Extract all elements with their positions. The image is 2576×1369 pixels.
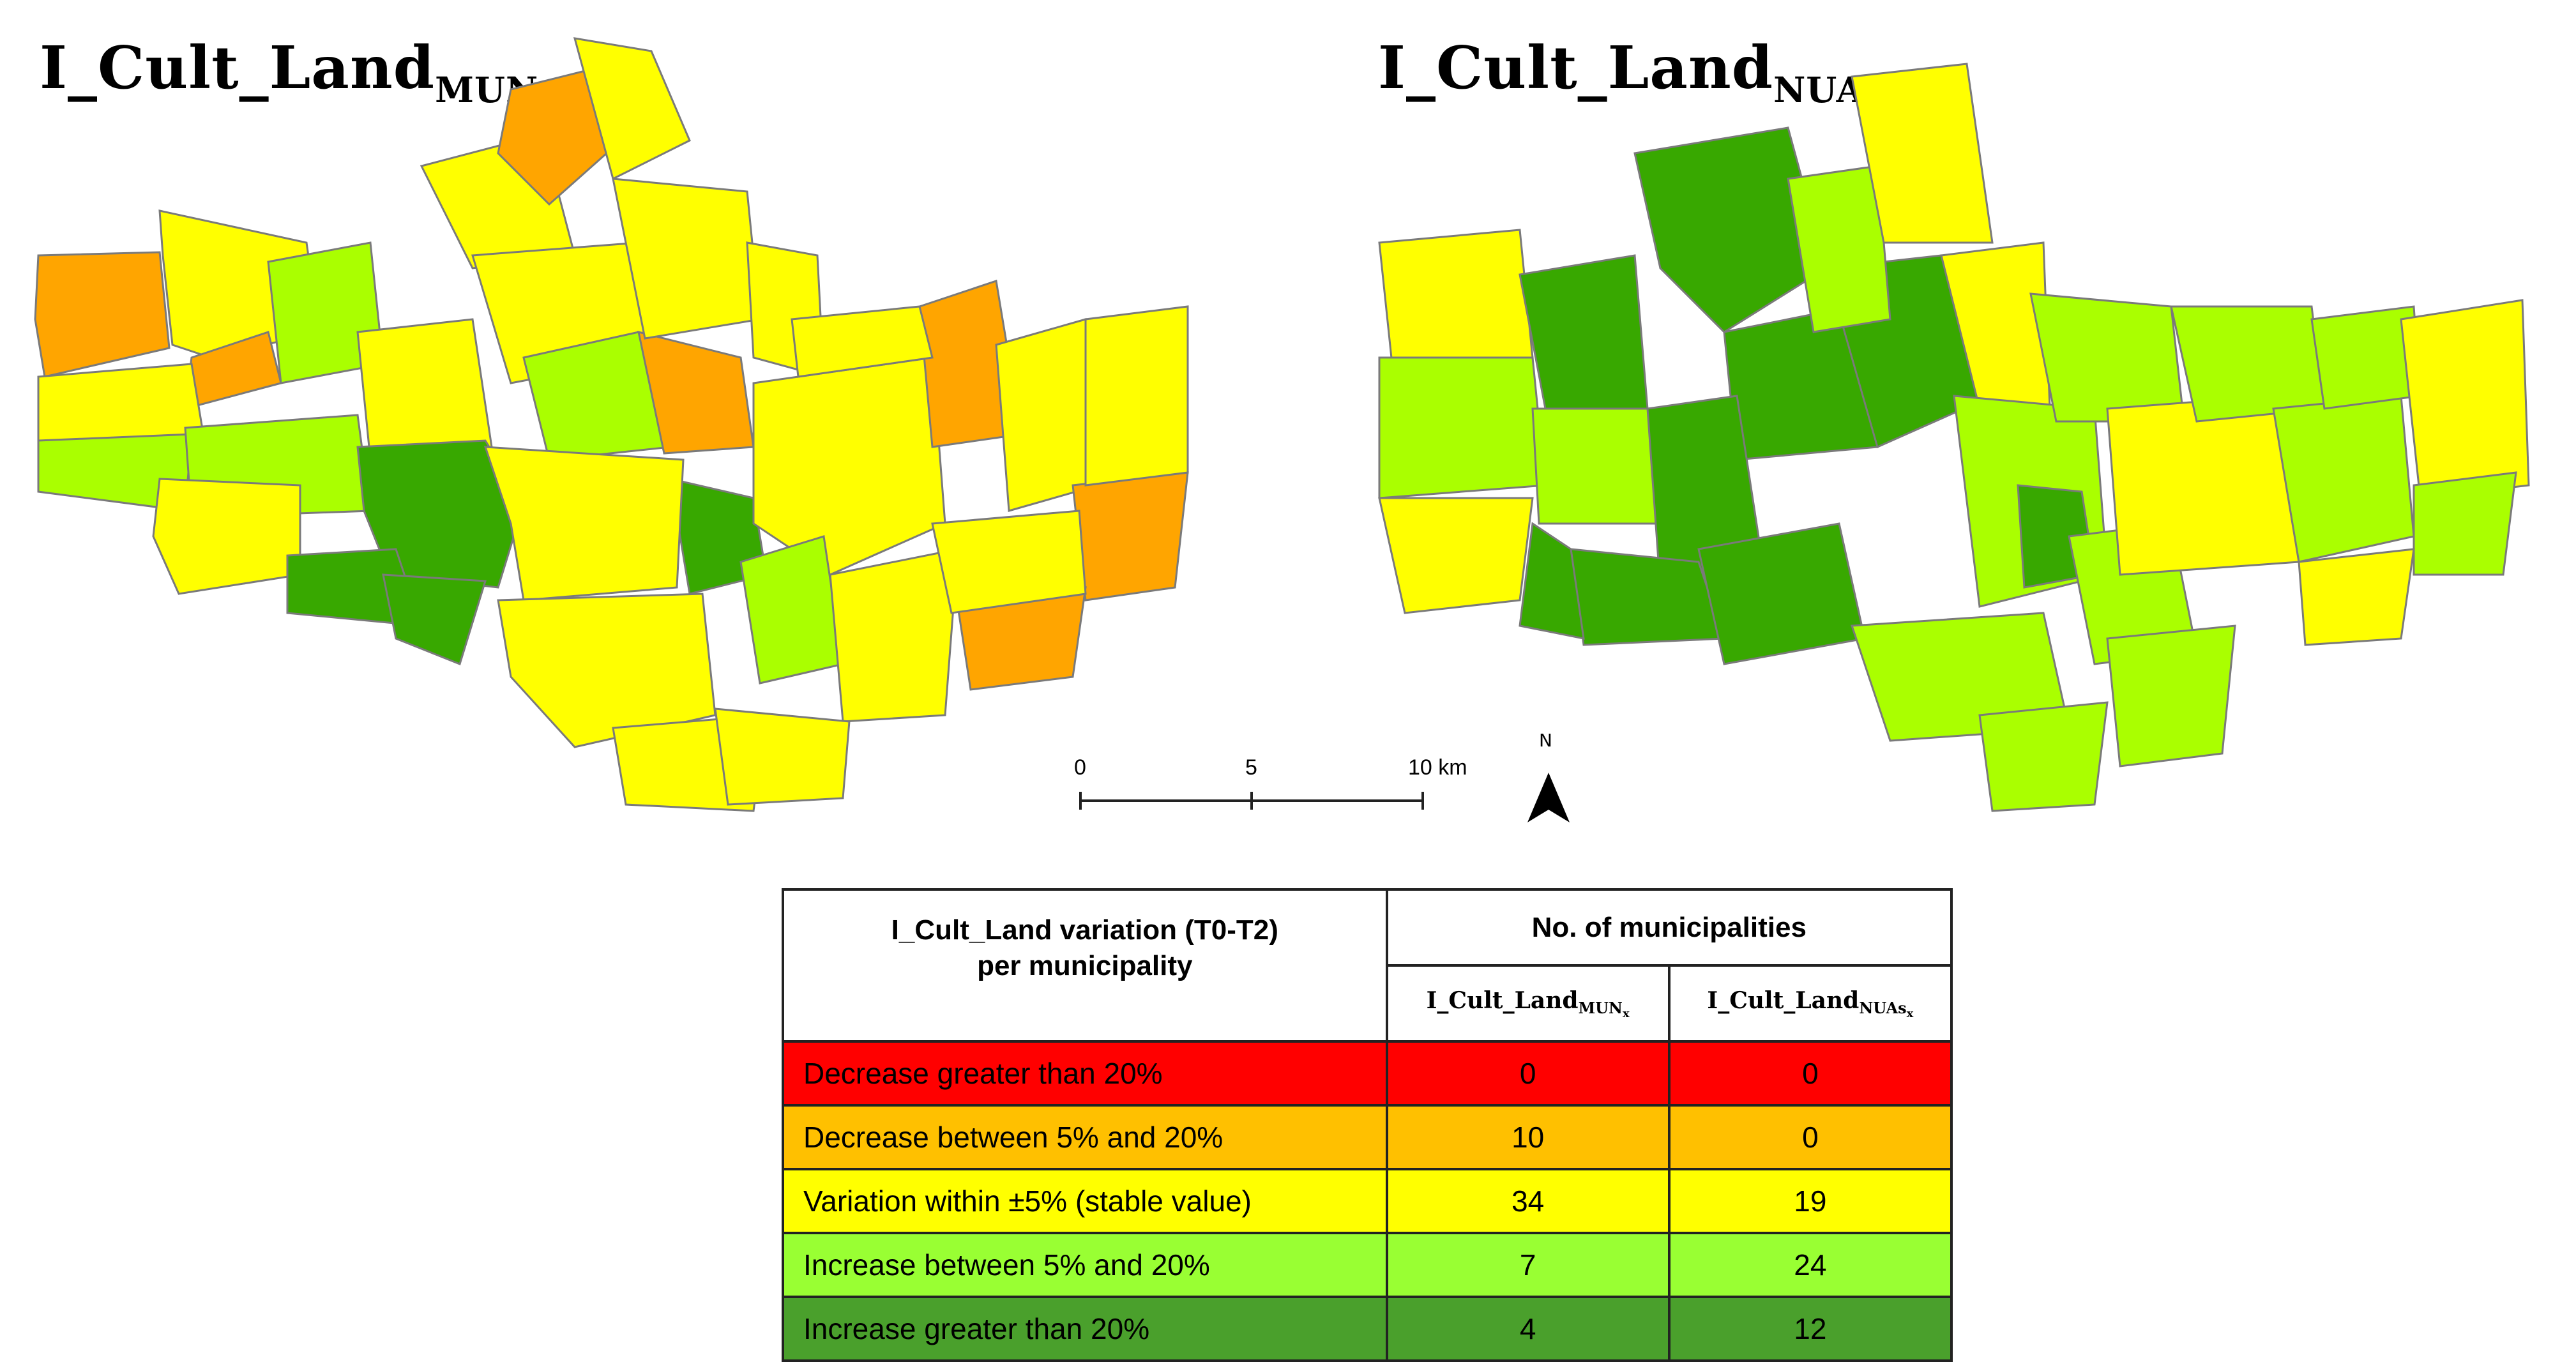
legend-row: Decrease greater than 20% 0 0	[782, 1040, 1953, 1107]
municipality-polygon	[1072, 471, 1189, 601]
municipality-polygon	[1519, 254, 1649, 410]
legend-row: Increase between 5% and 20% 7 24	[782, 1232, 1953, 1298]
municipality-polygon	[791, 305, 934, 378]
legend-row-nuas-count: 0	[1667, 1104, 1953, 1170]
municipality-polygon	[2298, 548, 2415, 646]
municipality-polygon	[1378, 229, 1534, 365]
municipality-polygon	[2106, 395, 2300, 576]
legend-table: I_Cult_Land variation (T0-T2) per municip…	[782, 888, 1953, 1362]
legend-row: Increase greater than 20% 4 12	[782, 1296, 1953, 1362]
scale-tick	[1421, 792, 1424, 810]
legend-row-label: Increase greater than 20%	[782, 1296, 1388, 1362]
north-label: N	[1539, 730, 1552, 751]
legend-row: Decrease between 5% and 20% 10 0	[782, 1104, 1953, 1170]
scale-tick	[1079, 792, 1082, 810]
legend-row-label: Variation within ±5% (stable value)	[782, 1168, 1388, 1234]
municipality-polygon	[1633, 126, 1828, 333]
legend-col-nuas: I_Cult_LandNUAsx	[1667, 964, 1953, 1043]
map-mun	[34, 37, 1189, 812]
legend-row: Variation within ±5% (stable value) 34 19	[782, 1168, 1953, 1234]
municipality-polygon	[1978, 701, 2109, 812]
municipality-polygon	[829, 548, 959, 723]
municipality-polygon	[497, 69, 608, 206]
legend-row-label: Increase between 5% and 20%	[782, 1232, 1388, 1298]
municipality-polygon	[356, 318, 493, 461]
municipality-polygon	[152, 478, 301, 595]
north-arrow-icon	[1527, 773, 1570, 822]
map-nuas	[1378, 63, 2530, 812]
legend-header-variation: I_Cult_Land variation (T0-T2) per municip…	[782, 888, 1388, 1043]
municipality-polygon	[739, 535, 844, 684]
municipality-polygon	[34, 251, 170, 378]
scale-label-10km: 10 km	[1408, 755, 1467, 780]
map-title-nuas: I_Cult_LandNUAsx	[1378, 33, 1900, 116]
municipality-polygon	[1378, 356, 1547, 499]
scale-tick	[1250, 792, 1253, 810]
municipality-polygon	[931, 510, 1087, 614]
municipality-polygon	[1787, 165, 1891, 333]
legend-row-mun-count: 0	[1385, 1040, 1671, 1107]
municipality-polygon	[1519, 522, 1585, 640]
municipality-polygon	[483, 446, 685, 601]
municipality-polygon	[573, 37, 691, 181]
legend-row-nuas-count: 12	[1667, 1296, 1953, 1362]
legend-row-mun-count: 10	[1385, 1104, 1671, 1170]
legend-row-label: Decrease between 5% and 20%	[782, 1104, 1388, 1170]
municipality-polygon	[1084, 305, 1189, 487]
municipality-polygon	[752, 356, 946, 576]
legend-row-mun-count: 34	[1385, 1168, 1671, 1234]
municipality-polygon	[2272, 395, 2415, 563]
municipality-polygon	[382, 573, 487, 665]
scale-label-5: 5	[1245, 755, 1257, 780]
municipality-polygon	[995, 318, 1100, 512]
municipality-polygon	[1378, 497, 1534, 614]
municipality-polygon	[1851, 63, 1994, 244]
municipality-polygon	[356, 439, 525, 589]
legend-row-nuas-count: 24	[1667, 1232, 1953, 1298]
municipality-polygon	[714, 707, 851, 806]
legend-row-nuas-count: 0	[1667, 1040, 1953, 1107]
municipality-polygon	[2029, 292, 2185, 423]
municipality-polygon	[2413, 471, 2517, 576]
scale-label-0: 0	[1074, 755, 1086, 780]
legend-col-mun: I_Cult_LandMUNx	[1385, 964, 1671, 1043]
municipality-polygon	[1697, 522, 1866, 665]
legend-row-label: Decrease greater than 20%	[782, 1040, 1388, 1107]
legend-row-nuas-count: 19	[1667, 1168, 1953, 1234]
municipality-polygon	[2106, 624, 2236, 768]
legend-row-mun-count: 4	[1385, 1296, 1671, 1362]
legend-header-count: No. of municipalities	[1385, 888, 1953, 967]
municipality-polygon	[2400, 299, 2530, 499]
municipality-polygon	[2170, 305, 2326, 423]
maps-canvas	[34, 37, 2530, 812]
legend-row-mun-count: 7	[1385, 1232, 1671, 1298]
